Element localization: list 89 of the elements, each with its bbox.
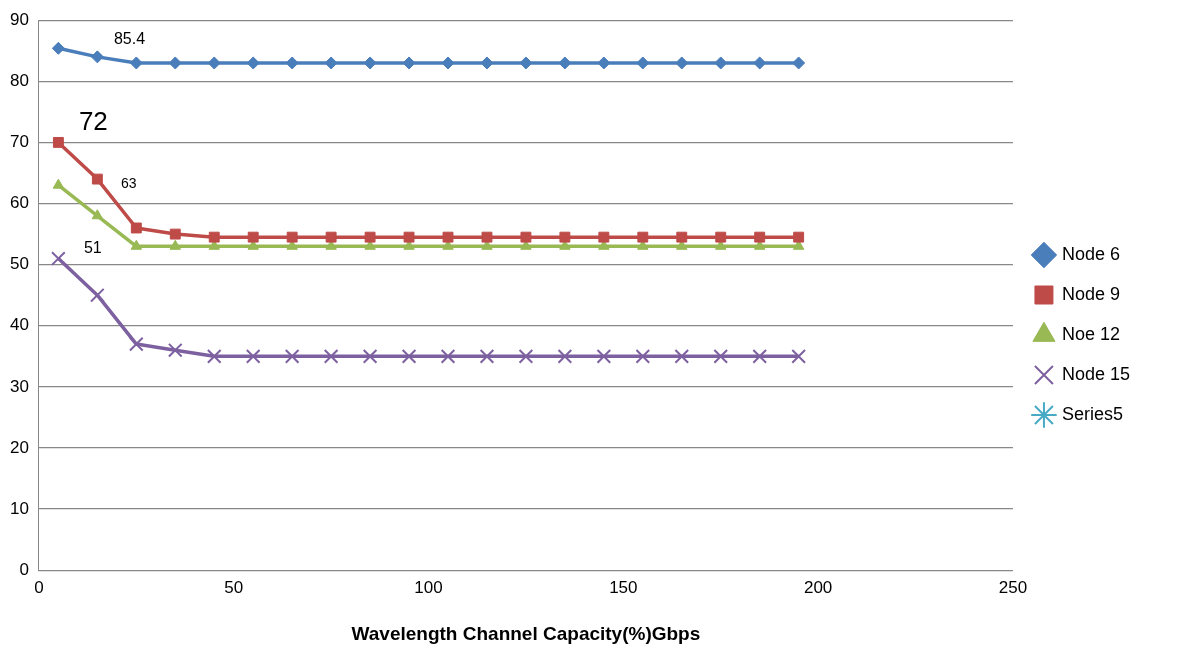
- point: [284, 348, 300, 364]
- x-tick-label: 50: [224, 578, 244, 598]
- x-axis-title: Wavelength Channel Capacity(%)Gbps: [351, 622, 701, 644]
- point: [128, 336, 144, 352]
- point: [169, 239, 181, 250]
- point: [793, 231, 805, 243]
- point: [752, 348, 768, 364]
- point: [753, 56, 767, 70]
- point: [791, 348, 807, 364]
- point: [676, 231, 688, 243]
- annotation: 63: [120, 174, 137, 191]
- point: [130, 222, 142, 234]
- point: [442, 231, 454, 243]
- point: [441, 56, 455, 70]
- y-tick-label: 90: [9, 9, 29, 29]
- point: [323, 348, 339, 364]
- point: [167, 342, 183, 358]
- legend-label: Node 15: [1061, 363, 1131, 384]
- point: [479, 348, 495, 364]
- point: [245, 348, 261, 364]
- point: [713, 348, 729, 364]
- point: [481, 231, 493, 243]
- point: [364, 231, 376, 243]
- legend-label: Noe 12: [1061, 323, 1120, 344]
- point: [402, 56, 416, 70]
- y-tick-label: 0: [19, 559, 29, 579]
- annotation: 72: [78, 105, 108, 136]
- point: [52, 136, 64, 148]
- point: [401, 348, 417, 364]
- point: [754, 231, 766, 243]
- x-tick-label: 250: [998, 578, 1028, 598]
- point: [714, 56, 728, 70]
- point: [480, 56, 494, 70]
- x-tick-label: 200: [803, 578, 833, 598]
- x-tick-label: 150: [609, 578, 638, 598]
- y-tick-label: 20: [9, 437, 29, 457]
- point: [52, 178, 65, 189]
- y-tick-label: 50: [9, 254, 29, 274]
- point: [324, 56, 338, 70]
- point: [247, 231, 259, 243]
- point: [635, 348, 651, 364]
- point: [169, 228, 181, 240]
- point: [285, 56, 299, 70]
- x-tick-label: 100: [414, 578, 443, 598]
- point: [792, 56, 806, 70]
- point: [598, 231, 610, 243]
- point: [208, 231, 220, 243]
- point: [207, 56, 221, 70]
- point: [286, 231, 298, 243]
- point: [675, 56, 689, 70]
- legend-label: Series5: [1061, 403, 1123, 424]
- point: [90, 50, 104, 64]
- point: [91, 209, 104, 220]
- point: [130, 239, 143, 250]
- y-tick-label: 80: [9, 71, 29, 90]
- point: [557, 348, 573, 364]
- annotation: 51: [83, 239, 102, 257]
- point: [518, 348, 534, 364]
- point: [715, 231, 727, 243]
- legend-label: Node 6: [1061, 243, 1120, 264]
- point: [363, 56, 377, 70]
- y-tick-label: 30: [9, 376, 29, 396]
- y-tick-label: 70: [9, 132, 29, 152]
- point: [558, 56, 572, 70]
- y-tick-label: 10: [9, 498, 29, 518]
- point: [206, 348, 222, 364]
- point: [246, 56, 260, 70]
- point: [325, 231, 337, 243]
- point: [636, 56, 650, 70]
- point: [637, 231, 649, 243]
- point: [362, 348, 378, 364]
- point: [91, 173, 103, 185]
- point: [674, 348, 690, 364]
- annotation: 85.4: [113, 30, 146, 48]
- point: [403, 231, 415, 243]
- y-tick-label: 40: [9, 315, 29, 335]
- point: [520, 231, 532, 243]
- point: [168, 56, 182, 70]
- point: [440, 348, 456, 364]
- point: [597, 56, 611, 70]
- point: [51, 41, 65, 55]
- y-tick-label: 60: [9, 193, 29, 213]
- point: [519, 56, 533, 70]
- point: [559, 231, 571, 243]
- point: [51, 251, 66, 266]
- point: [129, 56, 143, 70]
- point: [596, 348, 612, 364]
- legend-label: Node 9: [1061, 283, 1120, 304]
- x-tick-label: 0: [34, 578, 44, 598]
